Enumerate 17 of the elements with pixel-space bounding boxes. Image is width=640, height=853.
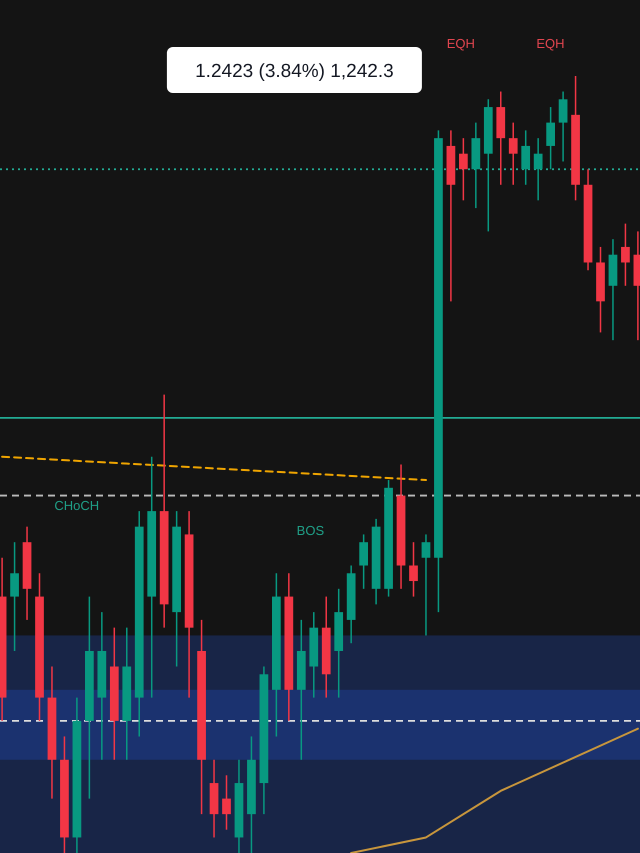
annotation: 1.2423 (3.84%) 1,242.3 <box>195 61 394 82</box>
text: EQH <box>536 36 564 51</box>
candlestick <box>508 122 518 186</box>
candlestick <box>546 106 555 170</box>
candlestick <box>222 774 231 830</box>
candlestick <box>521 130 530 186</box>
candlestick <box>534 137 543 202</box>
annotation: BOS <box>296 523 324 538</box>
annotation: CHoCH <box>54 498 100 513</box>
candlestick <box>459 137 468 202</box>
candlestick <box>621 222 630 287</box>
candlestick <box>422 534 430 636</box>
candlestick <box>359 534 368 590</box>
candlestick <box>10 541 19 652</box>
candlestick <box>409 541 418 598</box>
candlestick <box>558 90 568 162</box>
text: EQH <box>446 36 475 51</box>
